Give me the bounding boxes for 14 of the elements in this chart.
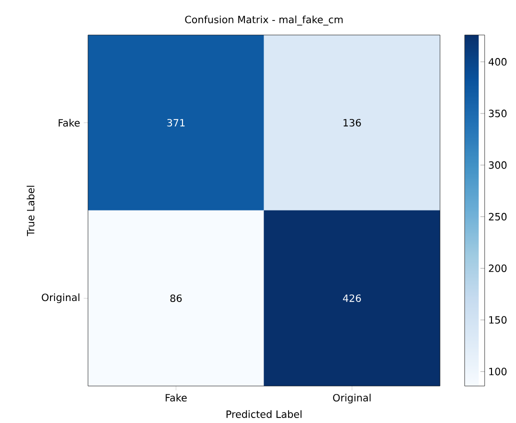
data-label: 426: [342, 294, 361, 302]
color-bar-label: 400: [488, 58, 507, 66]
data-label: 136: [344, 118, 361, 127]
color-bar-label: 250: [488, 212, 507, 220]
data-label: 86: [170, 294, 182, 302]
data-label: 371: [167, 118, 185, 127]
color-bar-label: 200: [488, 264, 507, 272]
y-axis-title: True Label: [26, 186, 34, 236]
chart-title: Confusion Matrix - mal_fake_cm: [185, 16, 343, 26]
color-bar-label: 300: [488, 161, 507, 169]
x-axis-title: Predicted Label: [226, 410, 302, 418]
color-bar-label: 100: [489, 368, 507, 376]
color-bar-label: 150: [489, 316, 507, 324]
color-bar-label: 350: [488, 110, 507, 118]
